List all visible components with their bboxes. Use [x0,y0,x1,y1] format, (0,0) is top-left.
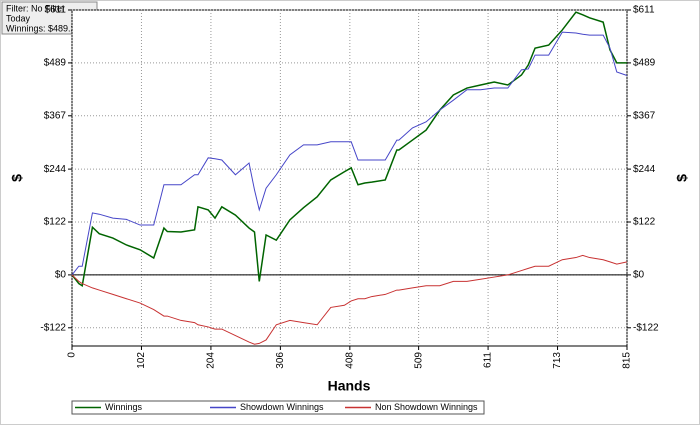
y2-tick-label: $0 [633,270,645,281]
x-tick-label: 815 [622,352,633,369]
x-tick-label: 306 [275,352,286,369]
info-line: Filter: No Filter [6,3,65,13]
x-tick-label: 408 [344,352,355,369]
series-line [71,11,627,287]
y2-tick-label: $611 [633,5,655,16]
x-tick-label: 102 [136,352,147,369]
legend-label: Showdown Winnings [240,402,324,412]
y-tick-label: $367 [44,110,67,121]
legend-box [71,400,485,415]
y2-tick-label: $244 [633,164,656,175]
x-axis-label: Hands [328,378,371,394]
info-line: Winnings: $489.29 [6,23,81,33]
y-tick-label: $122 [44,217,67,228]
legend-label: Non Showdown Winnings [375,402,478,412]
series-line [71,254,628,345]
x-tick-label: 0 [67,352,78,358]
x-tick-label: 509 [413,352,424,369]
x-tick-label: 611 [483,352,494,368]
y2-tick-label: $489 [633,58,656,69]
y-tick-label: $244 [44,164,67,175]
info-line: Today [6,13,31,23]
y-axis-label: $ [9,174,25,182]
series-line [71,31,628,276]
x-tick-label: 713 [552,352,563,369]
y-tick-label: $0 [55,270,67,281]
y2-tick-label: -$122 [633,322,659,333]
y2-axis-label: $ [674,174,690,182]
y-tick-label: $489 [44,58,67,69]
y2-tick-label: $367 [633,110,656,121]
y-tick-label: -$122 [40,322,66,333]
x-tick-label: 204 [206,352,217,369]
y2-tick-label: $122 [633,217,656,228]
legend-label: Winnings [105,402,143,412]
y-tick-label: $611 [44,5,66,16]
